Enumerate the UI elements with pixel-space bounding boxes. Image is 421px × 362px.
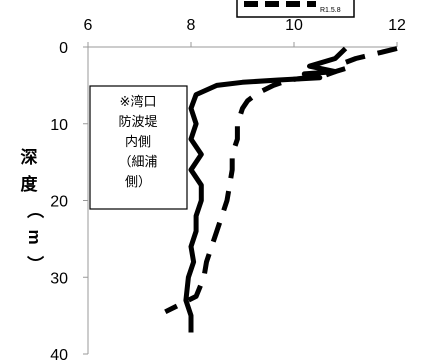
legend-fragment: R1.5.8 [236, 0, 355, 18]
annotation-line: 防波堤 [118, 114, 157, 129]
x-tick-label: 6 [84, 17, 93, 34]
annotation-line: 側） [125, 174, 151, 189]
x-tick-label: 8 [187, 17, 196, 34]
y-tick-label: 40 [50, 347, 68, 362]
x-tick-label: 12 [388, 17, 406, 34]
series-lines [164, 46, 398, 333]
y-axis-label-char: m [25, 229, 44, 244]
axes: 6 8 10 12 0 10 20 30 40 [50, 17, 406, 362]
x-tick-label: 10 [285, 17, 303, 34]
y-axis-label-char: 度 [21, 174, 39, 194]
y-tick-label: 10 [50, 117, 68, 134]
annotation-line: ※湾口 [120, 94, 157, 109]
annotation-line: （細浦 [118, 154, 157, 169]
legend-label: R1.5.8 [320, 7, 341, 14]
annotation-line: 内側 [125, 134, 151, 149]
y-tick-label: 20 [50, 194, 68, 211]
y-tick-label: 0 [59, 40, 68, 57]
y-axis-label-char: （ [25, 202, 45, 219]
y-axis-label: 深度 （ m ） [21, 147, 46, 273]
y-axis-label-char: 深 [21, 147, 38, 167]
y-axis-label-char: ） [25, 256, 45, 273]
dashed-series-line [164, 46, 398, 315]
solid-series-line [183, 46, 348, 333]
y-tick-label: 30 [50, 270, 68, 287]
